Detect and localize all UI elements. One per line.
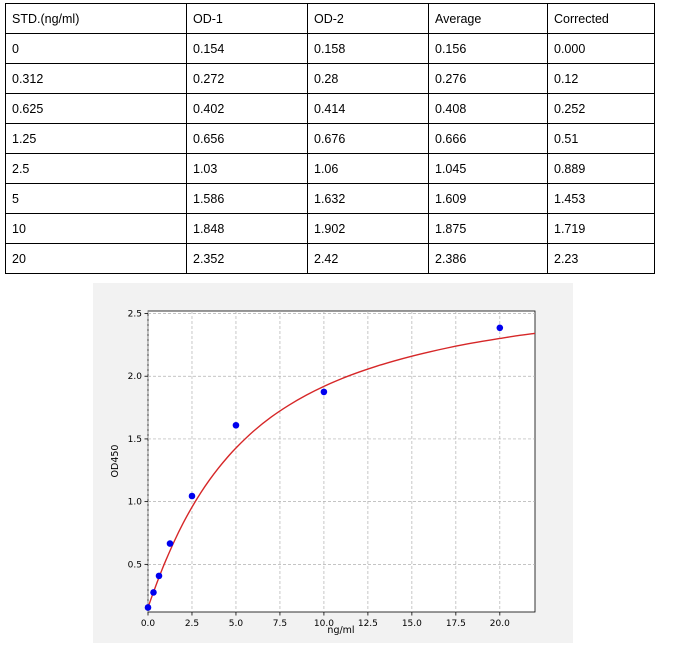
- standard-curve-chart: 0.0 2.5 5.0 7.5 10.0 12.5 15.0 17.5 20.0 0.5 1.0 1.…: [93, 283, 573, 643]
- header-cell: STD.(ng/ml): [5, 3, 187, 34]
- chart-svg: 0.0 2.5 5.0 7.5 10.0 12.5 15.0 17.5 20.0 0.5 1.0 1.…: [110, 310, 536, 636]
- table-cell: 5: [5, 183, 187, 214]
- table-cell: 0.402: [186, 93, 308, 124]
- table-cell: 2.42: [307, 243, 429, 274]
- table-cell: 1.875: [428, 213, 548, 244]
- table-cell: 1.902: [307, 213, 429, 244]
- table-row: 0 0.154 0.158 0.156 0.000: [5, 33, 655, 64]
- table-cell: 0.666: [428, 123, 548, 154]
- data-point: [320, 388, 328, 396]
- y-tick-label: 1.0: [128, 498, 143, 508]
- table-row: 20 2.352 2.42 2.386 2.23: [5, 243, 655, 274]
- data-point: [150, 589, 157, 596]
- table-cell: 0.625: [5, 93, 187, 124]
- table-cell: 1.609: [428, 183, 548, 214]
- data-point: [496, 324, 504, 332]
- table-cell: 2.23: [547, 243, 655, 274]
- table-cell: 1.586: [186, 183, 308, 214]
- table-cell: 0.656: [186, 123, 308, 154]
- data-points: [144, 324, 504, 611]
- y-tick-label: 0.5: [128, 560, 142, 570]
- table-cell: 1.045: [428, 153, 548, 184]
- table-cell: 0.889: [547, 153, 655, 184]
- y-tick-label: 2.0: [128, 372, 143, 382]
- data-point: [232, 421, 240, 429]
- header-cell: OD-1: [186, 3, 308, 34]
- header-cell: Corrected: [547, 3, 655, 34]
- x-tick-label: 7.5: [273, 619, 287, 629]
- standard-table: STD.(ng/ml) OD-1 OD-2 Average Corrected 0 0.15…: [5, 3, 655, 274]
- data-point: [144, 604, 152, 611]
- table-cell: 0.51: [547, 123, 655, 154]
- x-tick-label: 17.5: [446, 619, 466, 629]
- table-header-row: STD.(ng/ml) OD-1 OD-2 Average Corrected: [5, 3, 655, 34]
- x-tick-label: 20.0: [490, 619, 510, 629]
- table-cell: 0.28: [307, 63, 429, 94]
- table-cell: 0.408: [428, 93, 548, 124]
- table-cell: 20: [5, 243, 187, 274]
- x-tick-label: 5.0: [229, 619, 244, 629]
- x-tick-label: 12.5: [358, 619, 378, 629]
- table-row: 2.5 1.03 1.06 1.045 0.889: [5, 153, 655, 184]
- table-row: 0.312 0.272 0.28 0.276 0.12: [5, 63, 655, 94]
- y-tick-label: 2.5: [128, 310, 142, 320]
- table-cell: 1.25: [5, 123, 187, 154]
- table-row: 1.25 0.656 0.676 0.666 0.51: [5, 123, 655, 154]
- table-cell: 0.312: [5, 63, 187, 94]
- table-row: 5 1.586 1.632 1.609 1.453: [5, 183, 655, 214]
- data-point: [166, 540, 174, 547]
- table-cell: 0.154: [186, 33, 308, 64]
- table-cell: 0.000: [547, 33, 655, 64]
- table-cell: 0.414: [307, 93, 429, 124]
- fit-curve: [147, 332, 536, 608]
- header-cell: OD-2: [307, 3, 429, 34]
- x-tick-label: 0.0: [141, 619, 156, 629]
- table-cell: 0.252: [547, 93, 655, 124]
- x-tick-label: 2.5: [185, 619, 199, 629]
- x-tick-label: 10.0: [314, 619, 334, 629]
- plot-area: [147, 310, 536, 613]
- table-cell: 0.12: [547, 63, 655, 94]
- table-row: 10 1.848 1.902 1.875 1.719: [5, 213, 655, 244]
- y-axis-label: OD450: [110, 445, 121, 478]
- x-axis-label: ng/ml: [327, 625, 354, 636]
- table-cell: 0.156: [428, 33, 548, 64]
- data-point: [155, 572, 163, 580]
- x-tick-label: 15.0: [402, 619, 422, 629]
- table-cell: 0.276: [428, 63, 548, 94]
- table-cell: 1.848: [186, 213, 308, 244]
- grid: [147, 311, 535, 612]
- table-cell: 2.5: [5, 153, 187, 184]
- table-cell: 1.06: [307, 153, 429, 184]
- table-cell: 1.632: [307, 183, 429, 214]
- table-cell: 0.272: [186, 63, 308, 94]
- data-point: [188, 492, 196, 500]
- table-cell: 0.676: [307, 123, 429, 154]
- ticks: 0.0 2.5 5.0 7.5 10.0 12.5 15.0 17.5 20.0 0.5 1.0 1.…: [128, 310, 510, 629]
- table-cell: 1.719: [547, 213, 655, 244]
- table-row: 0.625 0.402 0.414 0.408 0.252: [5, 93, 655, 124]
- table-cell: 10: [5, 213, 187, 244]
- table-cell: 1.453: [547, 183, 655, 214]
- table-cell: 2.386: [428, 243, 548, 274]
- table-cell: 2.352: [186, 243, 308, 274]
- header-cell: Average: [428, 3, 548, 34]
- table-cell: 0.158: [307, 33, 429, 64]
- table-cell: 0: [5, 33, 187, 64]
- y-tick-label: 1.5: [128, 435, 142, 445]
- table-cell: 1.03: [186, 153, 308, 184]
